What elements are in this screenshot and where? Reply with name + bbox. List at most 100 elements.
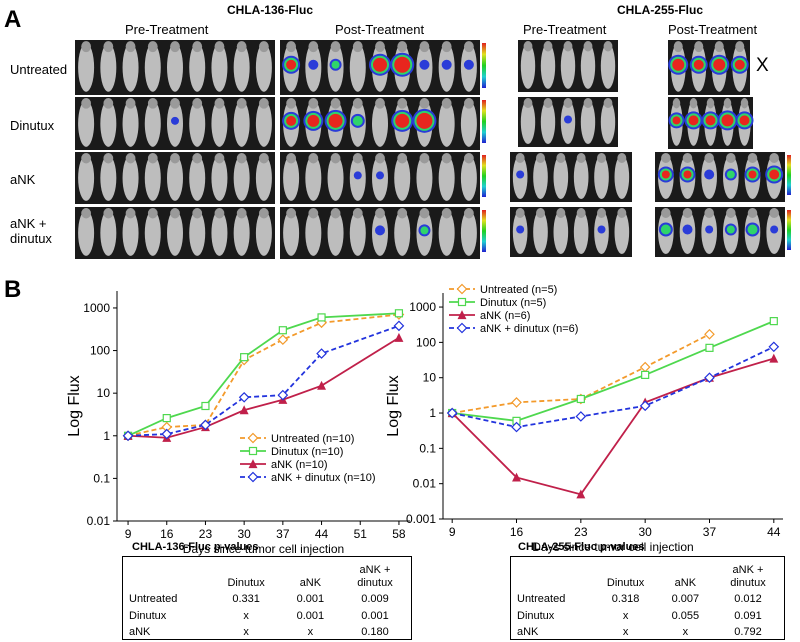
legend-label: aNK (n=6)	[480, 310, 530, 322]
data-point	[446, 407, 458, 419]
p-value: 0.091	[734, 609, 762, 622]
mouse-head	[543, 98, 553, 108]
mouse-head	[286, 41, 296, 53]
mouse	[533, 210, 548, 254]
mouse	[189, 210, 206, 256]
column-label: Pre-Treatment	[125, 22, 209, 37]
column-header: Dinutux	[606, 576, 645, 589]
data-point	[162, 414, 171, 423]
legend-marker	[456, 322, 468, 334]
row-header: Untreated	[129, 593, 178, 606]
signal	[769, 169, 780, 180]
mouse	[533, 155, 548, 199]
x-axis-title: Days since tumor cell injection	[532, 540, 693, 554]
x-tick-label: 37	[276, 527, 290, 541]
column-header: aNK	[674, 576, 697, 589]
signal	[739, 115, 750, 126]
mouse	[189, 43, 206, 92]
mouse	[416, 155, 433, 201]
mouse-head	[236, 208, 247, 219]
mouse-head	[192, 153, 203, 164]
x-tick-label: 44	[767, 525, 781, 539]
mouse-head	[726, 208, 736, 218]
mouse-head	[694, 41, 704, 53]
mouse	[560, 43, 576, 89]
signal	[734, 59, 745, 70]
signal	[441, 59, 452, 70]
data-point	[278, 326, 287, 335]
signal	[516, 170, 525, 179]
p-value: 0.001	[296, 609, 325, 622]
mouse-head	[103, 98, 114, 109]
colorbar	[482, 210, 486, 252]
column-label: Post-Treatment	[335, 22, 425, 37]
mouse-head	[192, 98, 203, 109]
p-value: x	[682, 626, 689, 638]
data-point	[641, 370, 650, 380]
signal	[395, 113, 410, 128]
signal	[328, 113, 343, 128]
y-tick-label: 10	[423, 371, 437, 385]
legend-marker	[457, 297, 467, 307]
mouse	[553, 155, 569, 199]
legend-label: Untreated (n=5)	[480, 284, 557, 296]
mouse	[438, 210, 455, 256]
x-tick-label: 44	[315, 527, 329, 541]
y-tick-label: 10	[97, 386, 111, 400]
data-point	[277, 334, 289, 346]
mouse-head	[597, 208, 606, 218]
signal	[419, 59, 430, 70]
mouse-head	[397, 41, 408, 53]
p-value: 0.001	[296, 593, 325, 606]
signal	[564, 115, 572, 124]
mouse	[233, 210, 250, 256]
mouse-head	[583, 98, 593, 108]
table-row: Dinutux x 0.055 0.091	[511, 606, 785, 622]
mouse-head	[330, 208, 341, 219]
mouse-head	[747, 208, 758, 218]
signal	[748, 170, 757, 179]
x-tick-label: 9	[449, 525, 456, 539]
mouse-head	[103, 153, 114, 164]
signal	[682, 224, 693, 235]
mouse	[144, 43, 161, 92]
signal	[463, 59, 474, 70]
mouse-head	[308, 98, 319, 109]
mouse-head	[214, 41, 225, 53]
signal	[660, 224, 671, 235]
mouse	[78, 155, 95, 201]
mouse	[594, 155, 609, 199]
x-tick-label: 9	[125, 527, 132, 541]
p-value: 0.318	[611, 593, 640, 606]
mouse	[600, 43, 616, 89]
data-point	[317, 380, 327, 390]
y-tick-label: 0.001	[406, 512, 436, 526]
series-line	[451, 357, 775, 496]
mouse	[189, 100, 206, 147]
mouse-head	[419, 153, 430, 164]
mouse	[100, 155, 117, 201]
data-point	[238, 391, 250, 403]
mouse-head	[576, 153, 586, 163]
signal	[683, 170, 692, 179]
p-value: 0.012	[734, 593, 762, 606]
mouse	[100, 43, 117, 92]
mouse-head	[352, 41, 363, 53]
x-tick-label: 51	[354, 527, 368, 541]
mouse	[553, 210, 569, 254]
mouse	[211, 43, 228, 92]
mouse-head	[563, 41, 573, 52]
data-point	[201, 401, 210, 411]
mouse	[122, 43, 139, 92]
mouse-head	[603, 98, 613, 108]
signal	[704, 169, 715, 180]
mouse	[211, 210, 228, 256]
mouse	[167, 210, 183, 256]
mouse-head	[125, 153, 136, 164]
mouse-head	[682, 208, 693, 218]
p-value-table: Dinutux aNK aNK + dinutux Untreated 0.331 0.0…	[122, 556, 412, 640]
header-row: Dinutux aNK aNK + dinutux	[123, 557, 412, 590]
row-header: Dinutux	[517, 609, 555, 622]
series-line	[451, 345, 775, 429]
mouse-head	[419, 41, 430, 53]
